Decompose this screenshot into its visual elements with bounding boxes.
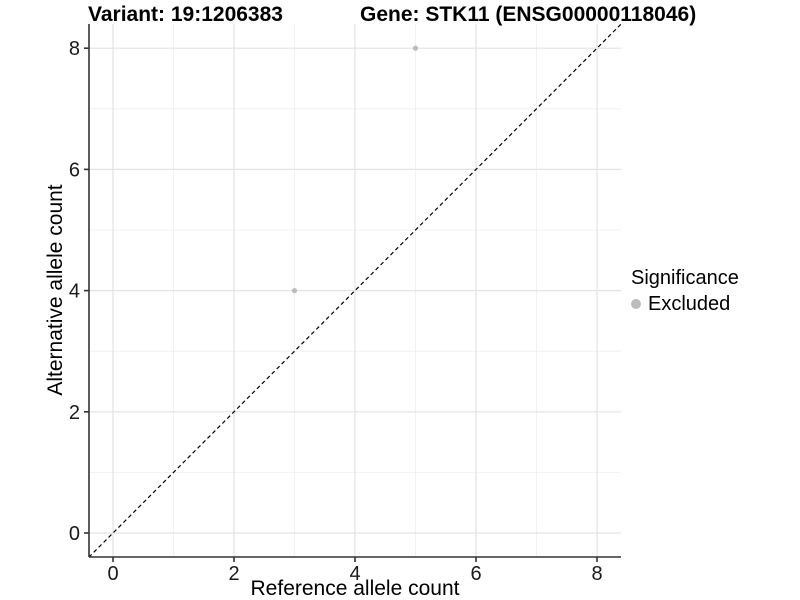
y-tick-label: 4 <box>69 281 80 303</box>
y-tick-label: 2 <box>69 402 80 424</box>
legend-title: Significance <box>631 267 739 289</box>
x-tick-label: 6 <box>470 563 481 585</box>
x-tick-label: 8 <box>591 563 602 585</box>
x-tick-label: 4 <box>349 563 360 585</box>
plot-title-gene: Gene: STK11 (ENSG00000118046) <box>360 3 697 26</box>
legend-item-excluded: Excluded <box>631 293 739 315</box>
x-tick-label: 2 <box>228 563 239 585</box>
legend: Significance Excluded <box>631 267 739 315</box>
data-point <box>412 45 419 51</box>
data-point <box>291 288 298 294</box>
x-axis-label: Reference allele count <box>250 577 460 600</box>
y-tick-label: 8 <box>69 38 80 60</box>
legend-item-label: Excluded <box>648 293 731 315</box>
x-tick-label: 0 <box>107 563 118 585</box>
y-tick-label: 6 <box>69 159 80 181</box>
y-axis-label: Alternative allele count <box>44 184 67 396</box>
y-tick-label: 0 <box>69 523 80 545</box>
legend-point-swatch <box>631 299 641 309</box>
plot-title-variant: Variant: 19:1206383 <box>88 3 283 26</box>
